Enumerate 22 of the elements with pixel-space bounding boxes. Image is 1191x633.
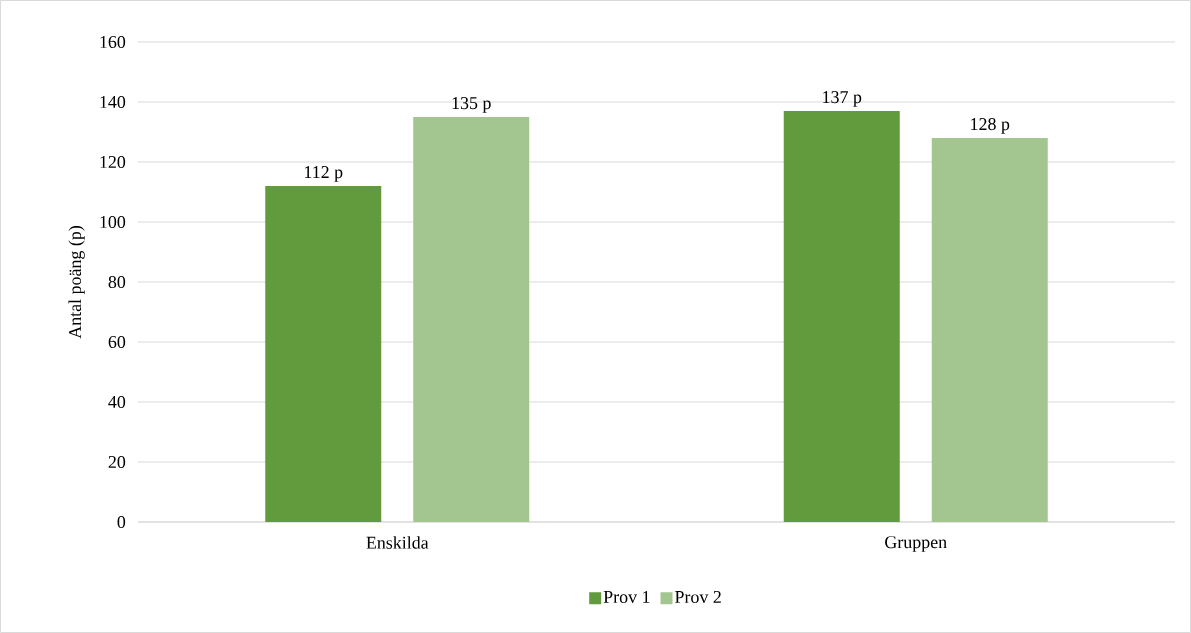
y-tick-label: 140	[100, 95, 126, 109]
bar	[265, 185, 382, 522]
x-tick-label: Enskilda	[366, 536, 429, 549]
y-tick-label: 100	[100, 215, 126, 229]
y-tick-label: 60	[108, 335, 126, 349]
data-label: 112 p	[304, 166, 343, 182]
bar	[931, 137, 1048, 522]
legend-label: Prov 2	[675, 590, 721, 604]
y-axis-title: Antal poäng (p)	[68, 225, 85, 339]
data-label: 137 p	[823, 91, 862, 107]
y-tick-label: 160	[100, 35, 126, 49]
y-tick-label: 0	[117, 515, 126, 529]
bar	[783, 110, 900, 522]
y-tick-label: 80	[108, 275, 126, 289]
legend-label: Prov 1	[603, 590, 650, 603]
data-label: 135 p	[452, 97, 491, 113]
y-tick-label: 40	[108, 395, 126, 409]
bar	[413, 116, 530, 522]
y-tick-label: 20	[108, 455, 126, 469]
data-label: 128 p	[971, 118, 1010, 134]
x-tick-label: Gruppen	[885, 536, 947, 552]
y-tick-label: 120	[100, 155, 126, 169]
